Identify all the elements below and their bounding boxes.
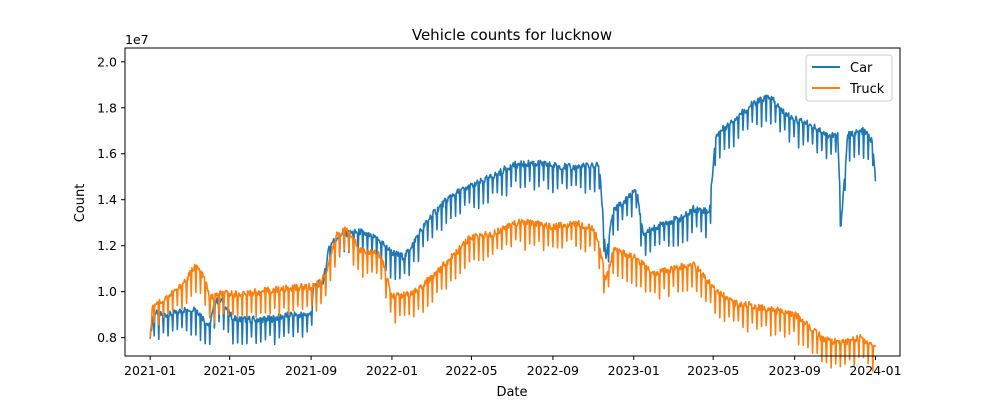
legend: Car Truck	[805, 54, 893, 102]
y-axis-label: Count	[73, 184, 88, 223]
y-tick-label: 1.6	[97, 146, 117, 161]
x-tick-label: 2022-09	[527, 363, 579, 378]
x-tick-label: 2024-01	[849, 363, 901, 378]
x-tick-label: 2022-01	[366, 363, 418, 378]
y-tick-label: 1.4	[97, 192, 117, 207]
y-offset-text: 1e7	[125, 32, 149, 47]
x-axis: 2021-01 2021-05 2021-09 2022-01 2022-05 2022-…	[124, 356, 902, 378]
x-tick-label: 2022-05	[445, 363, 497, 378]
y-tick-label: 0.8	[97, 330, 117, 345]
y-tick-label: 2.0	[97, 54, 117, 69]
chart-title: Vehicle counts for lucknow	[412, 26, 612, 44]
x-tick-label: 2021-05	[204, 363, 256, 378]
y-axis: 0.8 1.0 1.2 1.4 1.6 1.8 2.0	[97, 54, 125, 345]
y-tick-label: 1.2	[97, 238, 117, 253]
y-tick-label: 1.8	[97, 100, 117, 115]
legend-label-truck: Truck	[849, 82, 885, 97]
legend-label-car: Car	[850, 61, 873, 76]
x-axis-label: Date	[496, 385, 527, 400]
x-tick-label: 2023-09	[769, 363, 821, 378]
y-tick-label: 1.0	[97, 284, 117, 299]
plot-frame	[124, 47, 901, 357]
plot-area	[149, 94, 877, 372]
x-tick-label: 2021-01	[124, 363, 176, 378]
x-tick-label: 2021-09	[285, 363, 337, 378]
x-tick-label: 2023-01	[608, 363, 660, 378]
series-line-car	[149, 94, 877, 346]
series-line-truck	[149, 218, 877, 372]
x-tick-label: 2023-05	[687, 363, 739, 378]
